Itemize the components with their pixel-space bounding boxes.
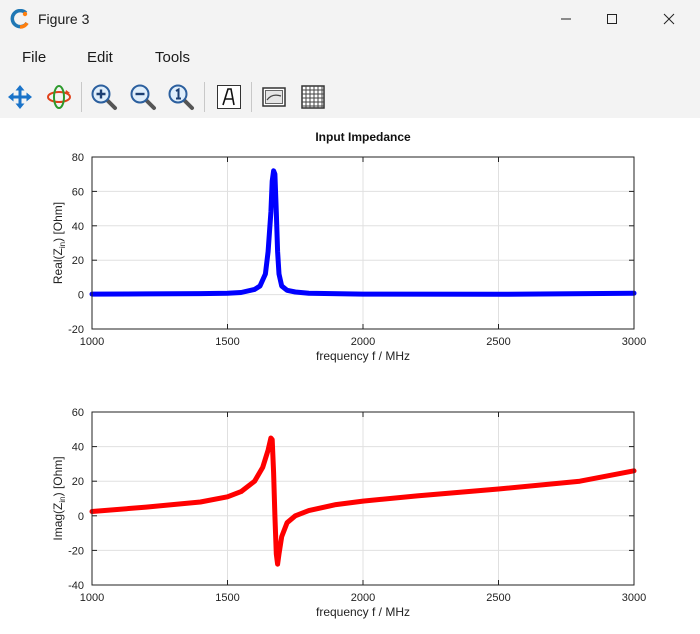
y-tick-label: 40 xyxy=(72,221,84,233)
series-line xyxy=(89,435,637,567)
grid-icon xyxy=(301,85,325,109)
toolbar-separator xyxy=(81,82,82,112)
y-tick-label: 20 xyxy=(72,476,84,488)
x-axis-label: frequency f / MHz xyxy=(316,605,410,619)
insert-text-button[interactable] xyxy=(214,81,244,113)
zoom-reset-icon xyxy=(168,84,194,110)
y-label-part: ) [Ohm] xyxy=(51,202,65,242)
y-tick-label: -20 xyxy=(68,545,84,557)
y-tick-label: 0 xyxy=(78,290,84,302)
x-tick-label: 2500 xyxy=(486,592,510,604)
y-tick-label: 40 xyxy=(72,442,84,454)
y-axis-label: Real(Zin) [Ohm] xyxy=(51,202,67,284)
y-label-part: ) [Ohm] xyxy=(51,456,65,496)
pan-button[interactable] xyxy=(5,81,35,113)
maximize-button[interactable] xyxy=(589,0,635,38)
chart-title: Input Impedance xyxy=(315,130,411,144)
menu-edit[interactable]: Edit xyxy=(87,49,113,66)
y-tick-label: 60 xyxy=(72,407,84,419)
close-icon xyxy=(663,13,675,25)
zoom-out-button[interactable] xyxy=(128,81,158,113)
grid-button[interactable] xyxy=(298,81,328,113)
toolbar-separator xyxy=(251,82,252,112)
rotate-3d-icon xyxy=(47,85,71,109)
x-tick-label: 1500 xyxy=(215,336,239,348)
zoom-in-icon xyxy=(91,84,117,110)
app-logo-icon xyxy=(10,9,29,29)
y-label-part: Imag(Z xyxy=(51,503,65,541)
y-label-subscript: in xyxy=(58,496,67,502)
zoom-out-icon xyxy=(130,84,156,110)
x-axis-label: frequency f / MHz xyxy=(316,349,410,363)
minimize-button[interactable] xyxy=(543,0,589,38)
window-title: Figure 3 xyxy=(38,11,90,27)
y-label-part: Real(Z xyxy=(51,248,65,284)
minimize-icon xyxy=(561,18,571,20)
y-label-subscript: in xyxy=(58,242,67,248)
y-tick-label: 20 xyxy=(72,255,84,267)
y-tick-label: 60 xyxy=(72,186,84,198)
y-tick-label: 0 xyxy=(78,511,84,523)
x-tick-label: 2000 xyxy=(351,336,375,348)
legend-icon xyxy=(262,87,286,107)
x-tick-label: 3000 xyxy=(622,336,646,348)
menu-file[interactable]: File xyxy=(22,49,47,66)
x-tick-label: 1500 xyxy=(215,592,239,604)
y-tick-label: 80 xyxy=(72,152,84,164)
x-tick-label: 2000 xyxy=(351,592,375,604)
legend-button[interactable] xyxy=(259,81,289,113)
text-icon xyxy=(217,85,241,109)
figure-canvas[interactable]: 1000 1500 2000 2500 3000 80 60 40 20 0 -20 Input Im… xyxy=(0,118,700,629)
close-button[interactable] xyxy=(646,0,692,38)
toolbar-separator xyxy=(204,82,205,112)
axes-real-impedance[interactable]: 1000 1500 2000 2500 3000 80 60 40 20 0 -20 Input Im… xyxy=(51,130,646,363)
y-tick-label: -20 xyxy=(68,324,84,336)
x-tick-label: 1000 xyxy=(80,592,104,604)
y-tick-label: -40 xyxy=(68,580,84,592)
axes-imag-impedance[interactable]: 1000 1500 2000 2500 3000 60 40 20 0 -20 -40 frequen… xyxy=(51,407,646,619)
x-tick-label: 2500 xyxy=(486,336,510,348)
pan-icon xyxy=(8,85,32,109)
menu-tools[interactable]: Tools xyxy=(155,49,191,66)
axes-frame xyxy=(91,411,635,586)
zoom-in-button[interactable] xyxy=(89,81,119,113)
figure-plots: 1000 1500 2000 2500 3000 80 60 40 20 0 -20 Input Im… xyxy=(51,130,646,619)
menu-bar: File Edit Tools xyxy=(0,38,700,76)
toolbar xyxy=(0,76,700,118)
rotate-3d-button[interactable] xyxy=(44,81,74,113)
y-axis-label: Imag(Zin) [Ohm] xyxy=(51,456,67,540)
series-line xyxy=(89,168,637,297)
title-bar: Figure 3 xyxy=(0,0,700,38)
axes-frame xyxy=(91,156,635,330)
x-tick-label: 1000 xyxy=(80,336,104,348)
x-tick-label: 3000 xyxy=(622,592,646,604)
zoom-reset-button[interactable] xyxy=(166,81,196,113)
maximize-icon xyxy=(607,14,617,24)
